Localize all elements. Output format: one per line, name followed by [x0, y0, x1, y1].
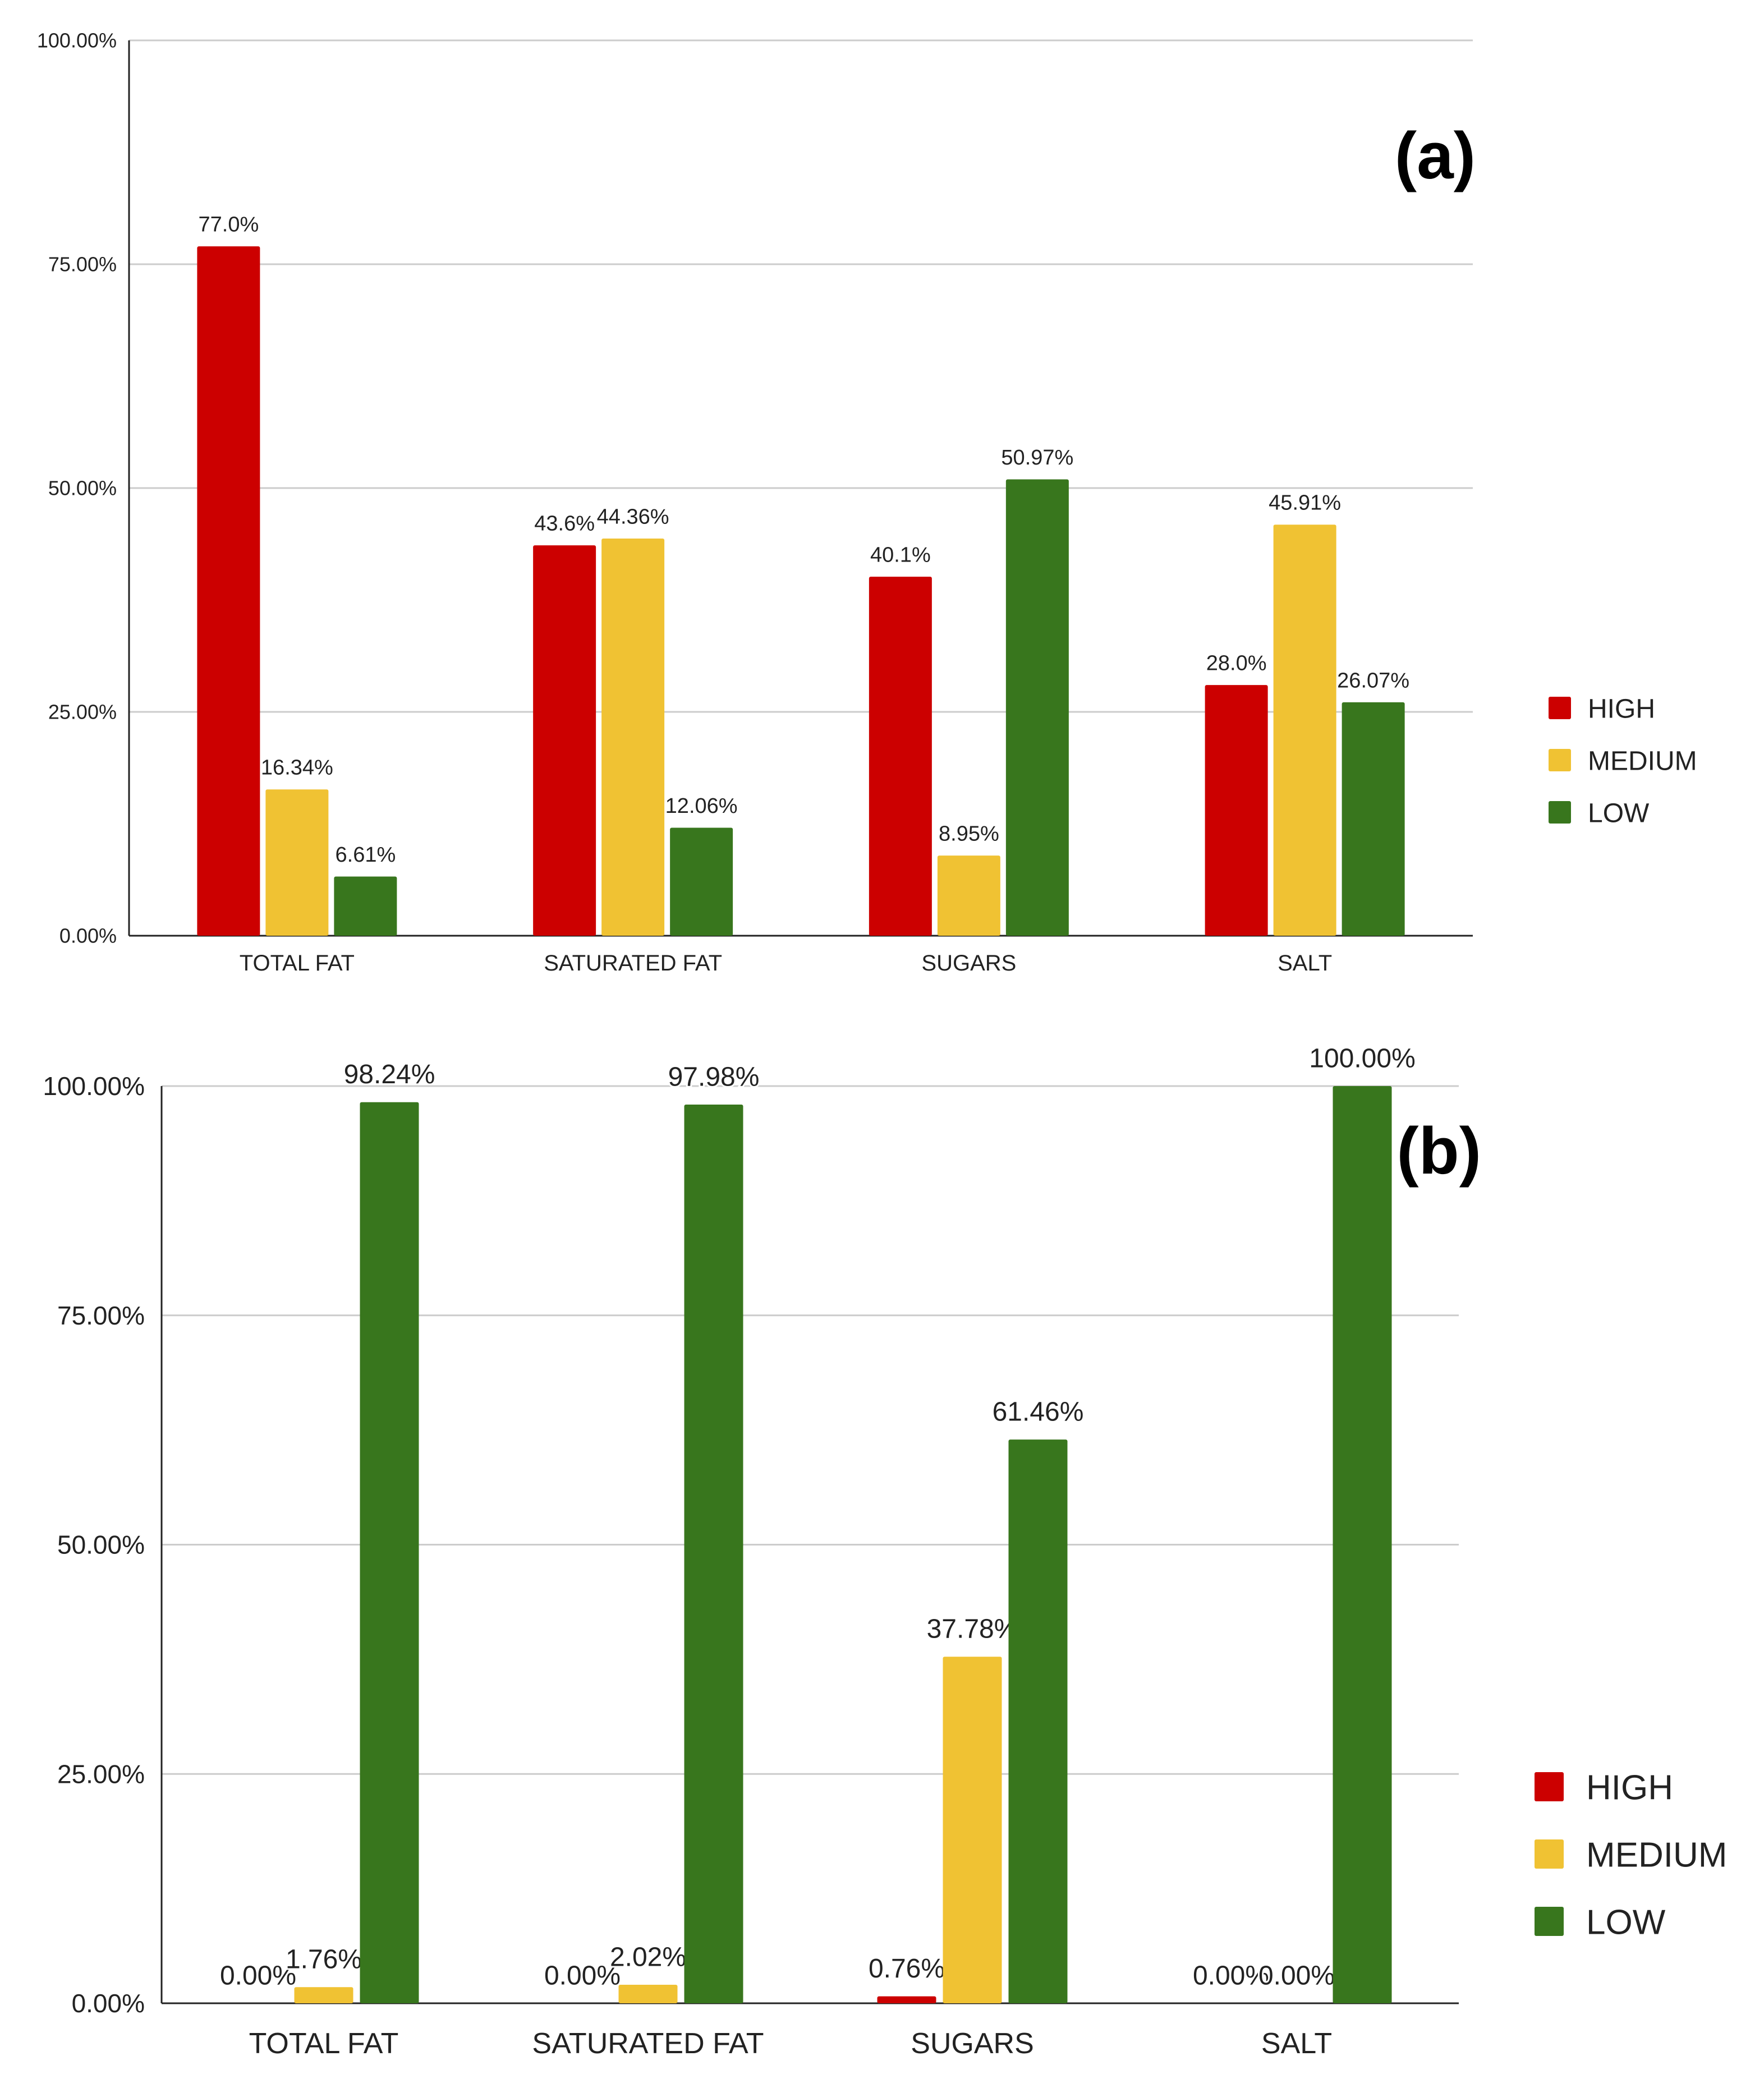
y-tick-label: 50.00%: [48, 477, 117, 500]
y-tick-label: 75.00%: [57, 1301, 145, 1330]
bar-value-label: 61.46%: [993, 1397, 1084, 1427]
legend-label-low: LOW: [1588, 798, 1650, 828]
legend-label-medium: MEDIUM: [1586, 1836, 1727, 1874]
bar-low: [684, 1105, 743, 2003]
y-tick-label: 0.00%: [59, 924, 117, 947]
legend-swatch-high: [1535, 1772, 1564, 1801]
bar-medium: [618, 1984, 678, 2003]
y-tick-label: 75.00%: [48, 253, 117, 276]
x-category-label: SALT: [1261, 2027, 1332, 2060]
x-category-label: SALT: [1278, 951, 1332, 976]
bar-value-label: 97.98%: [668, 1062, 760, 1092]
bar-low: [334, 876, 397, 936]
bar-medium: [265, 789, 329, 936]
legend: HIGH MEDIUM LOW: [1549, 694, 1697, 828]
bar-value-label: 0.00%: [544, 1961, 621, 1990]
bar-value-label: 8.95%: [939, 822, 999, 846]
bar-value-label: 50.97%: [1001, 446, 1073, 470]
legend-swatch-medium: [1549, 749, 1571, 771]
chart-panel-a: 0.00% 25.00% 50.00% 75.00% 100.00% 77.0% 16.34…: [37, 29, 1697, 976]
legend: HIGH MEDIUM LOW: [1535, 1768, 1727, 1942]
x-category-label: SATURATED FAT: [544, 951, 722, 976]
bar-low: [1342, 702, 1405, 936]
bar-value-label: 16.34%: [261, 756, 333, 780]
bar-high: [869, 577, 932, 936]
chart-panel-b: 0.00%25.00%50.00%75.00%100.00%0.00%1.76%…: [43, 1042, 1727, 2060]
bar-medium: [943, 1657, 1002, 2003]
legend-label-high: HIGH: [1586, 1768, 1673, 1807]
y-tick-label: 100.00%: [37, 29, 117, 52]
legend-swatch-low: [1549, 801, 1571, 824]
bar-medium: [601, 539, 665, 936]
bar-value-label: 45.91%: [1269, 491, 1341, 515]
legend-swatch-low: [1535, 1907, 1564, 1936]
x-category-label: SUGARS: [911, 2027, 1034, 2060]
bar-low: [670, 827, 733, 936]
bar-high: [533, 545, 596, 936]
legend-swatch-high: [1549, 697, 1571, 719]
y-tick-label: 50.00%: [57, 1530, 145, 1560]
bar-value-label: 26.07%: [1337, 669, 1409, 692]
bar-high: [1205, 685, 1268, 936]
legend-label-high: HIGH: [1588, 694, 1655, 724]
bar-low: [1008, 1439, 1068, 2003]
bar-value-label: 1.76%: [286, 1945, 362, 1975]
legend-label-medium: MEDIUM: [1588, 746, 1697, 776]
bar-low: [360, 1102, 419, 2003]
bar-low: [1333, 1086, 1392, 2003]
bar-value-label: 12.06%: [665, 794, 738, 818]
bar-value-label: 40.1%: [870, 543, 931, 567]
y-tick-label: 25.00%: [48, 701, 117, 724]
bar-value-label: 2.02%: [610, 1942, 686, 1972]
bar-high: [197, 246, 260, 936]
x-category-label: TOTAL FAT: [249, 2027, 399, 2060]
bar-medium: [937, 855, 1000, 936]
bar-value-label: 37.78%: [927, 1615, 1018, 1644]
bar-value-label: 98.24%: [344, 1060, 435, 1089]
bar-value-label: 0.76%: [869, 1954, 945, 1984]
panel-label: (a): [1395, 119, 1476, 193]
legend-label-low: LOW: [1586, 1903, 1666, 1942]
bar-value-label: 28.0%: [1206, 652, 1267, 675]
x-category-label: SUGARS: [921, 951, 1016, 976]
y-tick-label: 0.00%: [72, 1989, 145, 2018]
y-tick-label: 25.00%: [57, 1759, 145, 1788]
y-tick-label: 100.00%: [43, 1071, 145, 1101]
bar-value-label: 43.6%: [534, 512, 595, 536]
panel-label: (b): [1396, 1114, 1481, 1188]
bar-value-label: 100.00%: [1309, 1043, 1416, 1073]
bar-value-label: 77.0%: [199, 213, 259, 236]
x-category-label: SATURATED FAT: [532, 2027, 764, 2060]
bar-value-label: 6.61%: [336, 843, 396, 867]
bar-high: [877, 1996, 936, 2003]
bar-medium: [1273, 525, 1336, 936]
bar-value-label: 0.00%: [1258, 1961, 1335, 1990]
bar-value-label: 44.36%: [597, 505, 669, 528]
bar-value-label: 0.00%: [1193, 1961, 1269, 1990]
x-category-label: TOTAL FAT: [240, 951, 355, 976]
bar-low: [1005, 479, 1069, 936]
bar-medium: [294, 1987, 353, 2003]
legend-swatch-medium: [1535, 1839, 1564, 1869]
bar-value-label: 0.00%: [220, 1961, 296, 1990]
